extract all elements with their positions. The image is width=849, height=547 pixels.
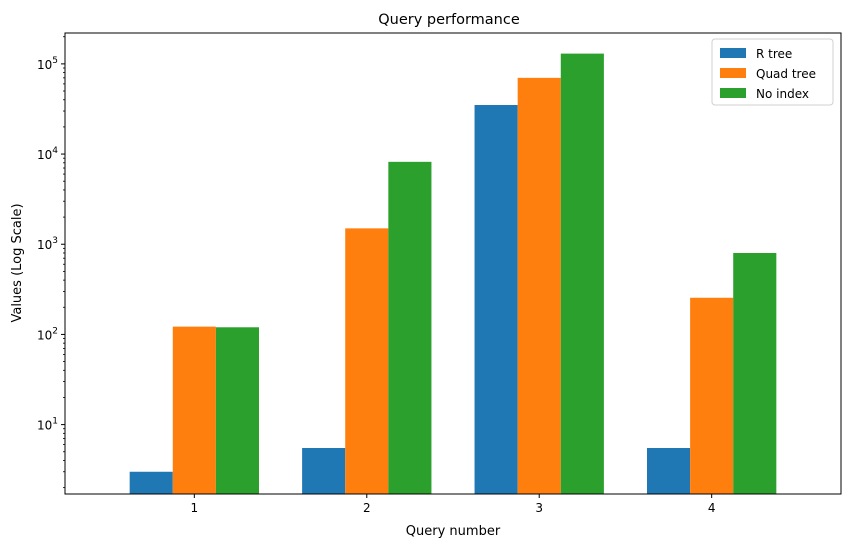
bar-quad-tree-q2 xyxy=(345,228,389,494)
bar-no-index-q1 xyxy=(215,327,259,494)
y-tick-label: 102 xyxy=(37,326,58,342)
x-axis-label: Query number xyxy=(406,524,501,539)
y-axis-label: Values (Log Scale) xyxy=(10,203,25,322)
bar-r-tree-q1 xyxy=(129,471,173,494)
legend-swatch-r-tree xyxy=(720,48,746,58)
x-axis: 1 2 3 4 xyxy=(191,494,716,515)
bar-no-index-q4 xyxy=(733,252,777,494)
bar-no-index-q2 xyxy=(388,161,432,494)
legend-label-r-tree: R tree xyxy=(756,47,792,61)
y-tick-label: 105 xyxy=(37,56,58,72)
y-tick-label: 104 xyxy=(37,146,58,162)
y-tick-label: 101 xyxy=(37,417,58,433)
chart-title: Query performance xyxy=(378,12,520,28)
y-axis: 101 102 103 104 105 xyxy=(37,36,65,489)
legend-label-no-index: No index xyxy=(756,87,809,101)
legend-swatch-quad-tree xyxy=(720,68,746,78)
plot-frame xyxy=(64,32,842,495)
bar-quad-tree-q3 xyxy=(517,77,561,495)
bar-quad-tree-q4 xyxy=(690,297,734,494)
legend-label-quad-tree: Quad tree xyxy=(756,67,816,81)
legend-swatch-no-index xyxy=(720,88,746,98)
x-tick-label: 1 xyxy=(191,501,199,515)
x-tick-label: 3 xyxy=(535,501,543,515)
bars-layer xyxy=(129,53,777,495)
bar-quad-tree-q1 xyxy=(172,326,216,494)
bar-r-tree-q3 xyxy=(474,104,518,494)
x-tick-label: 4 xyxy=(708,501,716,515)
y-tick-label: 103 xyxy=(37,236,58,252)
legend: R tree Quad tree No index xyxy=(711,38,834,106)
x-tick-label: 2 xyxy=(363,501,371,515)
bar-r-tree-q4 xyxy=(647,448,691,494)
bar-no-index-q3 xyxy=(560,53,604,494)
bar-r-tree-q2 xyxy=(302,448,346,494)
